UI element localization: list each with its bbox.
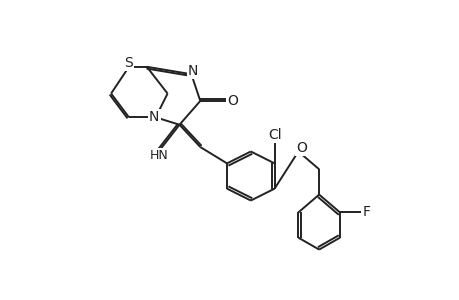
Text: O: O	[226, 94, 237, 108]
Text: S: S	[124, 56, 133, 70]
Text: F: F	[361, 206, 369, 219]
Text: O: O	[296, 141, 307, 155]
Text: N: N	[187, 64, 198, 78]
Text: HN: HN	[149, 148, 168, 162]
Text: N: N	[149, 110, 159, 124]
Text: Cl: Cl	[267, 128, 281, 142]
